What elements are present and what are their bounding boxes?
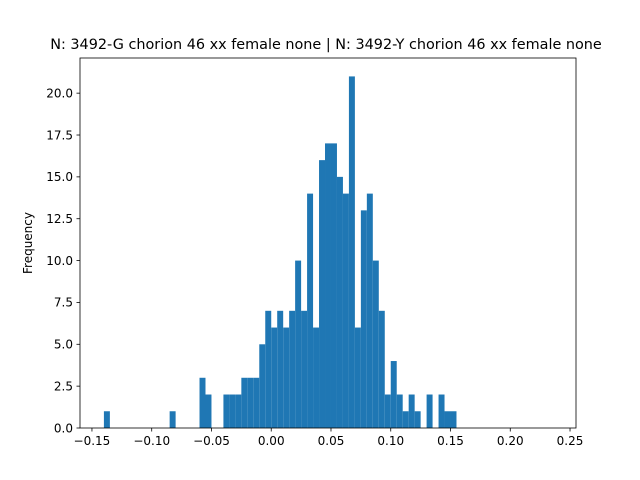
- histogram-bar: [229, 394, 236, 428]
- histogram-bar: [384, 394, 391, 428]
- y-tick-label: 0.0: [54, 421, 73, 435]
- histogram-bar: [223, 394, 230, 428]
- x-tick-label: −0.05: [193, 434, 230, 448]
- histogram-bar: [450, 411, 457, 428]
- y-tick-label: 5.0: [54, 338, 73, 352]
- histogram-bar: [103, 411, 110, 428]
- histogram-bar: [253, 377, 260, 428]
- histogram-bar: [330, 143, 337, 428]
- histogram-bar: [372, 260, 379, 428]
- histogram-bar: [342, 193, 349, 428]
- histogram-bar: [414, 411, 421, 428]
- x-tick-label: 0.25: [557, 434, 584, 448]
- y-tick-label: 10.0: [46, 254, 73, 268]
- histogram-bar: [241, 377, 248, 428]
- histogram-bar: [408, 394, 415, 428]
- x-tick-label: 0.05: [318, 434, 345, 448]
- histogram-bar: [354, 327, 361, 428]
- histogram-bar: [199, 377, 206, 428]
- histogram-bar: [313, 327, 320, 428]
- y-tick-label: 2.5: [54, 379, 73, 393]
- histogram-bar: [259, 344, 266, 428]
- histogram-bar: [325, 143, 331, 428]
- histogram-bar: [390, 361, 397, 428]
- histogram-bar: [438, 394, 445, 428]
- histogram-bar: [277, 310, 284, 428]
- chart-title: N: 3492-G chorion 46 xx female none | N:…: [50, 37, 602, 53]
- histogram-bar: [402, 411, 409, 428]
- histogram-bar: [295, 260, 302, 428]
- x-tick-label: 0.10: [377, 434, 404, 448]
- histogram-bar: [307, 193, 314, 428]
- y-tick-label: 12.5: [46, 212, 73, 226]
- y-tick-label: 15.0: [46, 170, 73, 184]
- histogram-bar: [360, 210, 367, 428]
- histogram-bar: [348, 76, 355, 428]
- histogram-bar: [336, 176, 343, 428]
- histogram-bar: [426, 394, 433, 428]
- x-tick-label: 0.15: [437, 434, 464, 448]
- histogram-bar: [289, 310, 296, 428]
- histogram-bar: [378, 310, 385, 428]
- y-tick-label: 20.0: [46, 86, 73, 100]
- histogram-bar: [366, 193, 373, 428]
- y-axis-label: Frequency: [21, 212, 35, 274]
- x-tick-label: 0.00: [258, 434, 285, 448]
- histogram-bar: [169, 411, 176, 428]
- plot-frame: [79, 57, 577, 429]
- histogram-bar: [235, 394, 242, 428]
- histogram-bar: [319, 160, 326, 428]
- y-axis: 0.0 2.5 5.0 7.5 10.0 12.5 15.0 17.5 20.0: [46, 86, 80, 435]
- histogram-bar: [247, 377, 254, 428]
- histogram-bar: [271, 327, 278, 428]
- histogram-bar: [444, 411, 451, 428]
- x-axis: −0.15 −0.10 −0.05 0.00 0.05 0.10 0.15 0.20 0.25: [74, 428, 584, 448]
- x-tick-label: −0.15: [74, 434, 111, 448]
- histogram-bars: [103, 76, 457, 428]
- histogram-bar: [265, 310, 272, 428]
- histogram-bar: [396, 394, 403, 428]
- x-tick-label: −0.10: [133, 434, 170, 448]
- histogram-bar: [205, 394, 212, 428]
- x-tick-label: 0.20: [497, 434, 524, 448]
- histogram-bar: [283, 327, 290, 428]
- y-tick-label: 17.5: [46, 128, 73, 142]
- y-tick-label: 7.5: [54, 296, 73, 310]
- histogram-bar: [301, 310, 308, 428]
